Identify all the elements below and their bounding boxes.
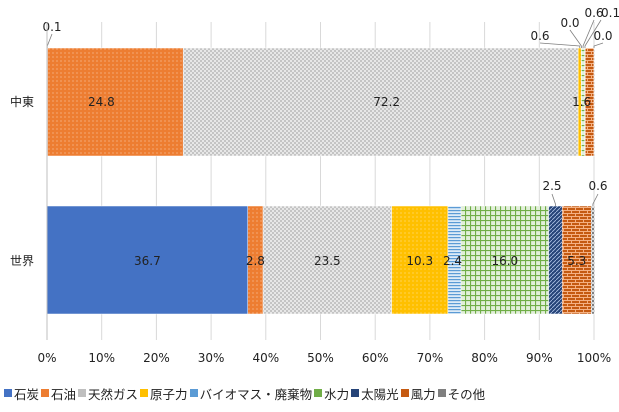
leader-line bbox=[46, 33, 53, 48]
data-label: 2.5 bbox=[542, 179, 561, 193]
x-tick-label: 30% bbox=[198, 351, 225, 365]
data-label: 0.1 bbox=[601, 6, 619, 20]
data-label: 24.8 bbox=[88, 95, 115, 109]
legend-item: 太陽光 bbox=[351, 384, 399, 403]
leader-line bbox=[569, 29, 582, 48]
x-tick-label: 10% bbox=[88, 351, 115, 365]
legend-label: 原子力 bbox=[150, 386, 188, 402]
legend-swatch bbox=[78, 389, 87, 397]
x-tick-label: 20% bbox=[143, 351, 170, 365]
x-tick-label: 50% bbox=[307, 351, 334, 365]
data-label: 5.3 bbox=[567, 254, 586, 268]
bar-segment bbox=[47, 47, 184, 157]
bar-segment bbox=[593, 47, 595, 157]
legend-swatch bbox=[437, 389, 446, 397]
legend-item: 石炭 bbox=[4, 384, 39, 403]
data-label: 23.5 bbox=[314, 254, 341, 268]
bar-segment bbox=[591, 205, 595, 315]
legend-label: 石油 bbox=[51, 386, 77, 402]
data-label: 2.8 bbox=[246, 254, 265, 268]
legend-item: 水力 bbox=[314, 384, 349, 403]
leader-line bbox=[582, 19, 595, 48]
legend-swatch bbox=[41, 389, 50, 397]
leader-line bbox=[593, 42, 604, 48]
legend-swatch bbox=[314, 389, 323, 397]
data-label: 0.0 bbox=[593, 29, 612, 43]
bar-segment bbox=[391, 205, 449, 315]
legend-item: 石油 bbox=[41, 384, 76, 403]
bar-segment bbox=[262, 205, 392, 315]
category-label: 中東 bbox=[10, 94, 34, 109]
leader-line bbox=[584, 19, 602, 48]
bar-segment bbox=[182, 47, 579, 157]
bar-segment bbox=[548, 205, 563, 315]
data-label: 0.6 bbox=[530, 29, 549, 43]
category-label: 世界 bbox=[10, 254, 34, 268]
x-tick-label: 100% bbox=[577, 351, 611, 365]
legend-swatch bbox=[351, 389, 360, 397]
legend-label: 天然ガス bbox=[88, 386, 139, 402]
data-label: 2.4 bbox=[443, 254, 462, 268]
bar-segment bbox=[46, 205, 248, 315]
data-label: 0.6 bbox=[588, 179, 607, 193]
legend-label: その他 bbox=[447, 386, 486, 402]
legend-item: 原子力 bbox=[140, 384, 188, 403]
legend-item: 天然ガス bbox=[78, 384, 138, 403]
x-tick-label: 70% bbox=[417, 351, 444, 365]
data-label: 72.2 bbox=[373, 95, 400, 109]
data-label: 0.1 bbox=[42, 20, 61, 34]
legend-label: 太陽光 bbox=[361, 386, 399, 402]
legend-item: バイオマス・廃棄物 bbox=[189, 384, 313, 403]
legend-label: 水力 bbox=[324, 386, 350, 402]
x-tick-label: 60% bbox=[362, 351, 389, 365]
legend-swatch bbox=[4, 389, 12, 397]
x-tick-label: 40% bbox=[252, 351, 279, 365]
x-tick-label: 0% bbox=[37, 351, 56, 365]
data-label: 1.6 bbox=[572, 95, 591, 109]
legend-item: その他 bbox=[437, 384, 486, 403]
leader-line bbox=[592, 193, 599, 206]
x-tick-label: 80% bbox=[471, 351, 498, 365]
legend-swatch bbox=[140, 389, 149, 397]
legend-swatch bbox=[400, 389, 409, 397]
data-label: 0.6 bbox=[584, 6, 603, 20]
leader-line bbox=[539, 42, 581, 48]
legend-label: 風力 bbox=[410, 386, 436, 402]
legend-swatch bbox=[189, 389, 198, 397]
bar-segment bbox=[562, 205, 592, 315]
bar-segment bbox=[460, 205, 549, 315]
data-label: 0.0 bbox=[560, 16, 579, 30]
data-label: 36.7 bbox=[134, 254, 161, 268]
legend-item: 風力 bbox=[400, 384, 436, 403]
x-tick-label: 90% bbox=[526, 351, 553, 365]
leader-line bbox=[551, 193, 556, 206]
data-label: 10.3 bbox=[406, 254, 433, 268]
data-label: 16.0 bbox=[491, 254, 518, 268]
chart-legend: 石炭 石油 天然ガス 原子力 バイオマス・廃棄物 水力 太陽光 風力 その他 bbox=[4, 383, 619, 403]
legend-label: 石炭 bbox=[14, 386, 40, 402]
legend-label: バイオマス・廃棄物 bbox=[199, 386, 313, 402]
